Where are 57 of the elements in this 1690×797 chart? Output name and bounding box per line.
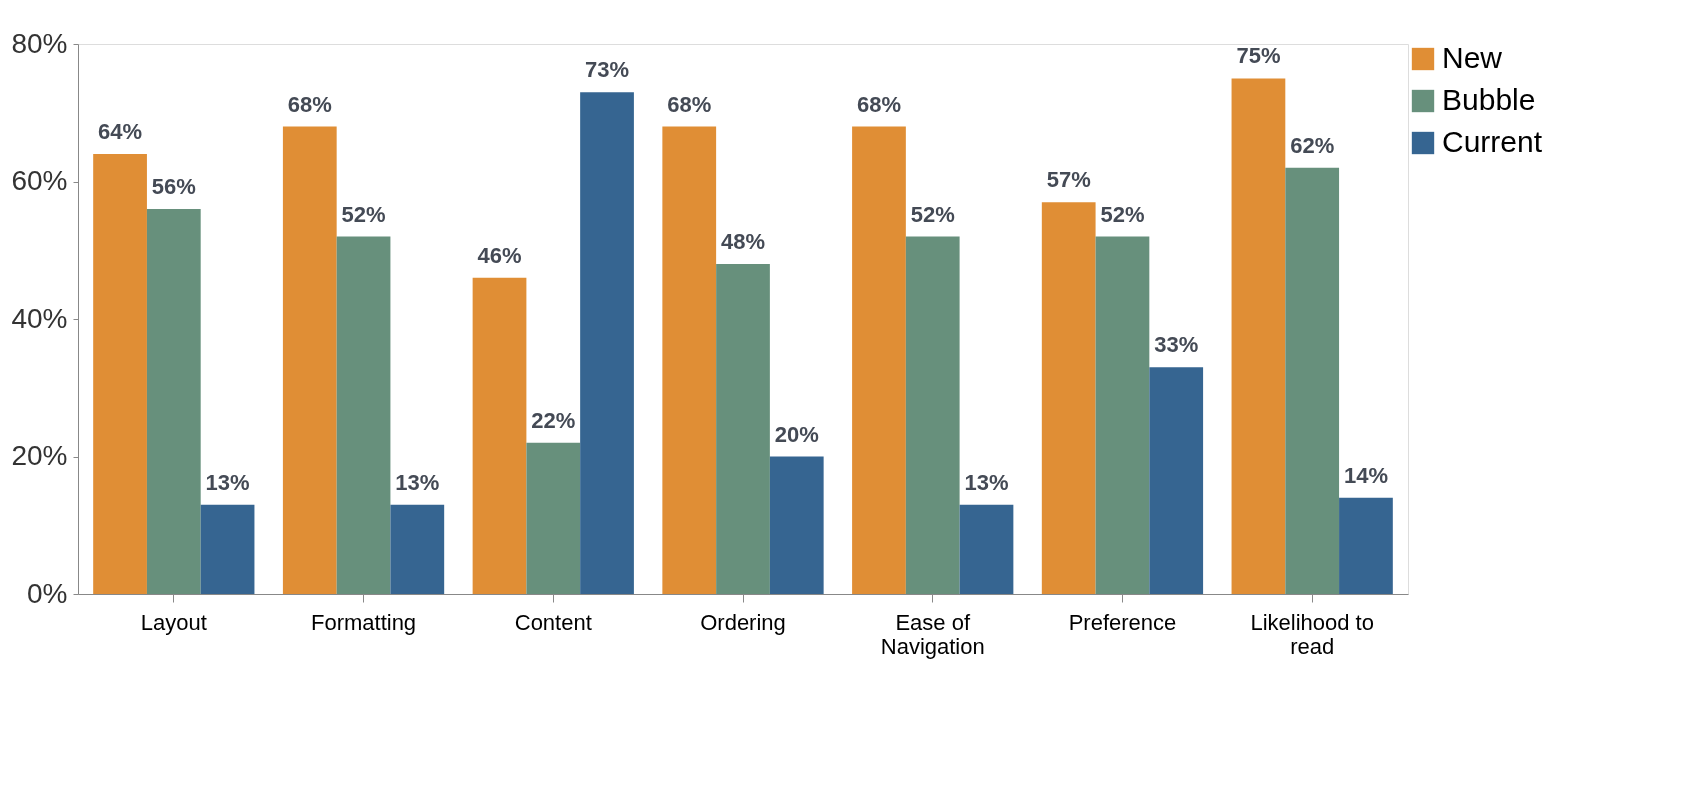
data-label: 52% xyxy=(1100,201,1145,227)
y-tick-label: 0% xyxy=(27,577,68,609)
bar xyxy=(1285,167,1340,594)
legend-label: Current xyxy=(1442,125,1543,158)
bar xyxy=(769,456,824,594)
bar xyxy=(1041,202,1096,594)
data-label: 52% xyxy=(910,201,955,227)
data-label: 57% xyxy=(1046,167,1091,193)
data-label: 64% xyxy=(98,119,143,144)
bar xyxy=(1095,236,1150,594)
x-tick-label: Formatting xyxy=(310,609,417,635)
bar xyxy=(93,154,147,594)
data-label: 46% xyxy=(477,242,522,268)
data-label: 73% xyxy=(585,57,630,83)
y-tick-label: 20% xyxy=(11,440,68,471)
x-tick-label: Content xyxy=(514,609,592,635)
data-label: 33% xyxy=(1154,332,1199,358)
y-tick-label: 40% xyxy=(11,302,68,334)
x-tick-label: Ease of Navigation xyxy=(880,609,985,659)
bar xyxy=(526,442,581,594)
bar xyxy=(852,126,906,594)
bar xyxy=(905,236,960,594)
bar xyxy=(1149,367,1204,594)
x-tick-label: Ordering xyxy=(700,609,786,635)
data-label: 56% xyxy=(151,174,196,199)
bar xyxy=(336,236,391,594)
bar xyxy=(472,277,527,594)
bar xyxy=(390,504,445,594)
bar xyxy=(282,126,337,594)
data-label: 62% xyxy=(1290,132,1335,158)
data-label: 75% xyxy=(1236,43,1281,69)
legend-label: Bubble xyxy=(1442,83,1536,116)
data-label: 68% xyxy=(667,91,712,117)
y-tick-label: 80% xyxy=(11,27,68,59)
data-label: 13% xyxy=(395,469,440,495)
x-tick-label: Layout xyxy=(140,609,207,635)
bar xyxy=(716,264,770,594)
data-label: 68% xyxy=(287,91,332,117)
x-tick-label: Likelihood to read xyxy=(1250,609,1374,659)
data-label: 48% xyxy=(720,229,766,254)
bar xyxy=(1339,497,1393,594)
data-label: 68% xyxy=(856,91,901,117)
data-label: 13% xyxy=(964,469,1009,495)
y-tick-label: 60% xyxy=(11,165,68,196)
data-label: 22% xyxy=(531,407,576,433)
data-label: 52% xyxy=(341,201,386,227)
bar xyxy=(1231,78,1286,594)
data-label: 14% xyxy=(1343,462,1388,488)
bar xyxy=(580,92,634,594)
data-label: 13% xyxy=(205,469,250,495)
legend-label: New xyxy=(1442,41,1503,74)
x-tick-label: Preference xyxy=(1068,609,1177,635)
bar xyxy=(200,504,255,594)
bar xyxy=(146,209,201,594)
bar xyxy=(662,126,717,594)
data-label: 20% xyxy=(774,421,819,447)
bar xyxy=(959,504,1014,594)
